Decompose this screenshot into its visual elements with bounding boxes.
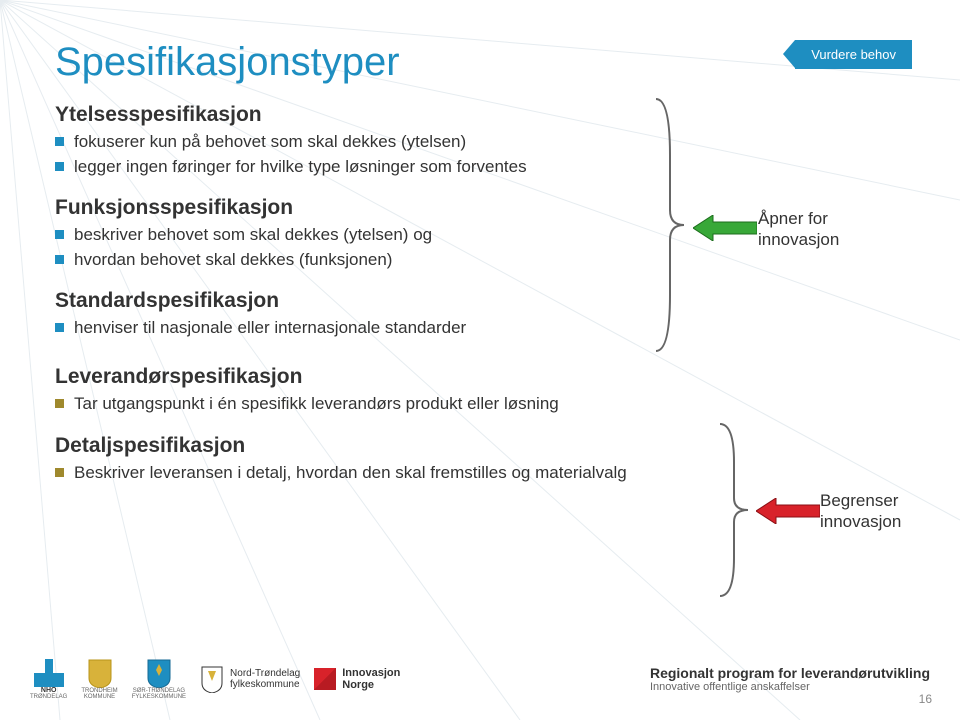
section-ytelse: Ytelsesspesifikasjon fokuserer kun på be… xyxy=(55,103,900,178)
bullet: henviser til nasjonale eller internasjon… xyxy=(55,317,595,339)
bullet-icon xyxy=(55,137,64,146)
section-heading: Leverandørspesifikasjon xyxy=(55,365,900,389)
section-leverandor: Leverandørspesifikasjon Tar utgangspunkt… xyxy=(55,365,900,415)
program-title: Regionalt program for leverandørutviklin… xyxy=(650,665,930,681)
bullet-text: beskriver behovet som skal dekkes (ytels… xyxy=(74,224,432,246)
bracket-top xyxy=(648,95,688,355)
section-standard: Standardspesifikasjon henviser til nasjo… xyxy=(55,289,900,339)
bullet: Beskriver leveransen i detalj, hvordan d… xyxy=(55,462,715,484)
bullet-text: hvordan behovet skal dekkes (funksjonen) xyxy=(74,249,392,271)
bullet-icon xyxy=(55,468,64,477)
page-title: Spesifikasjonstyper xyxy=(55,40,900,85)
bullet-text: fokuserer kun på behovet som skal dekkes… xyxy=(74,131,466,153)
footer-logos: NHO TRØNDELAG TRONDHEIMKOMMUNE SØR-TRØND… xyxy=(30,658,400,700)
bullet-text: Tar utgangspunkt i én spesifikk leverand… xyxy=(74,393,559,415)
logo-sor-trondelag: SØR-TRØNDELAGFYLKESKOMMUNE xyxy=(132,658,186,700)
bullet-text: Beskriver leveransen i detalj, hvordan d… xyxy=(74,462,627,484)
section-detalj: Detaljspesifikasjon Beskriver leveransen… xyxy=(55,434,900,484)
content: Spesifikasjonstyper Ytelsesspesifikasjon… xyxy=(55,40,900,487)
bullet: Tar utgangspunkt i én spesifikk leverand… xyxy=(55,393,675,415)
bullet: beskriver behovet som skal dekkes (ytels… xyxy=(55,224,595,246)
bullet: legger ingen føringer for hvilke type lø… xyxy=(55,156,595,178)
arrow-green xyxy=(693,215,757,241)
logo-trondheim: TRONDHEIMKOMMUNE xyxy=(81,658,117,700)
slide: Vurdere behov Spesifikasjonstyper Ytelse… xyxy=(0,0,960,720)
logo-innovasjon-norge: Innovasjon Norge xyxy=(314,667,400,691)
footer: NHO TRØNDELAG TRONDHEIMKOMMUNE SØR-TRØND… xyxy=(0,648,960,720)
bullet-icon xyxy=(55,399,64,408)
footer-program: Regionalt program for leverandørutviklin… xyxy=(650,665,930,693)
bullet-icon xyxy=(55,255,64,264)
program-subtitle: Innovative offentlige anskaffelser xyxy=(650,681,930,693)
bullet-text: henviser til nasjonale eller internasjon… xyxy=(74,317,466,339)
bullet: fokuserer kun på behovet som skal dekkes… xyxy=(55,131,595,153)
bullet-text: legger ingen føringer for hvilke type lø… xyxy=(74,156,527,178)
logo-nho: NHO TRØNDELAG xyxy=(30,659,67,700)
section-heading: Standardspesifikasjon xyxy=(55,289,900,313)
section-heading: Ytelsesspesifikasjon xyxy=(55,103,900,127)
bullet-icon xyxy=(55,162,64,171)
bullet-icon xyxy=(55,323,64,332)
page-number: 16 xyxy=(919,692,932,706)
label-limits-innovation: Begrenser innovasjon xyxy=(820,490,901,533)
arrow-red xyxy=(756,498,820,524)
bullet-icon xyxy=(55,230,64,239)
section-heading: Detaljspesifikasjon xyxy=(55,434,900,458)
label-opens-innovation: Åpner for innovasjon xyxy=(758,208,839,251)
bracket-bottom xyxy=(712,420,752,600)
bullet: hvordan behovet skal dekkes (funksjonen) xyxy=(55,249,595,271)
logo-nord-trondelag: Nord-Trøndelag fylkeskommune xyxy=(200,665,300,693)
